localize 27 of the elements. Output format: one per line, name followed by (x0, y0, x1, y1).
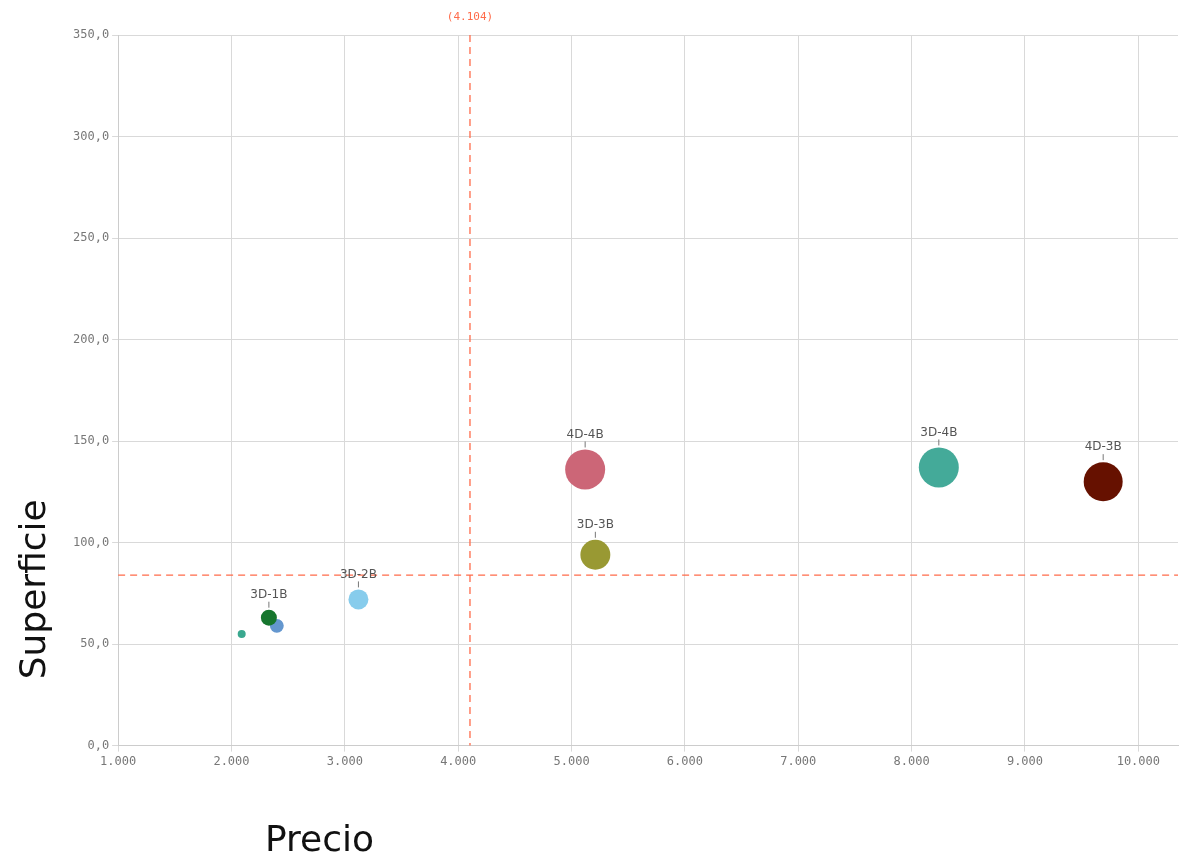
ref-line-label: (4.104) (446, 10, 494, 24)
x-tick-label: 9.000 (1006, 753, 1044, 768)
x-axis-title: Precio (264, 818, 375, 860)
x-tick-label: 1.000 (100, 753, 137, 768)
series-label: 3D-3B (576, 516, 614, 531)
x-tick-label: 5.000 (553, 753, 590, 768)
series-label: 3D-2B (339, 566, 377, 581)
x-tick-label: 10.000 (1116, 753, 1161, 768)
x-tick-label: 3.000 (326, 753, 363, 768)
y-tick-label: 0,0 (87, 737, 110, 752)
series-label: 4D-4B (566, 426, 604, 441)
x-tick-label: 8.000 (893, 753, 930, 768)
y-tick-label: 150,0 (73, 433, 110, 448)
x-tick-label: 2.000 (213, 753, 250, 768)
series-label: 4D-3B (1084, 439, 1122, 454)
y-tick-label: 250,0 (73, 230, 110, 245)
y-axis-title: Superficie (12, 499, 54, 680)
x-tick-label: 4.000 (440, 753, 477, 768)
y-tick-label: 100,0 (73, 534, 110, 549)
x-tick-label: 6.000 (666, 753, 703, 768)
series-label: 3D-1B (250, 586, 288, 601)
y-tick-label: 300,0 (73, 128, 110, 143)
y-tick-label: 350,0 (73, 27, 110, 42)
y-tick-label: 50,0 (80, 636, 110, 651)
y-tick-label: 200,0 (73, 331, 110, 346)
series-label: 3D-4B (920, 424, 958, 439)
x-tick-label: 7.000 (780, 753, 817, 768)
